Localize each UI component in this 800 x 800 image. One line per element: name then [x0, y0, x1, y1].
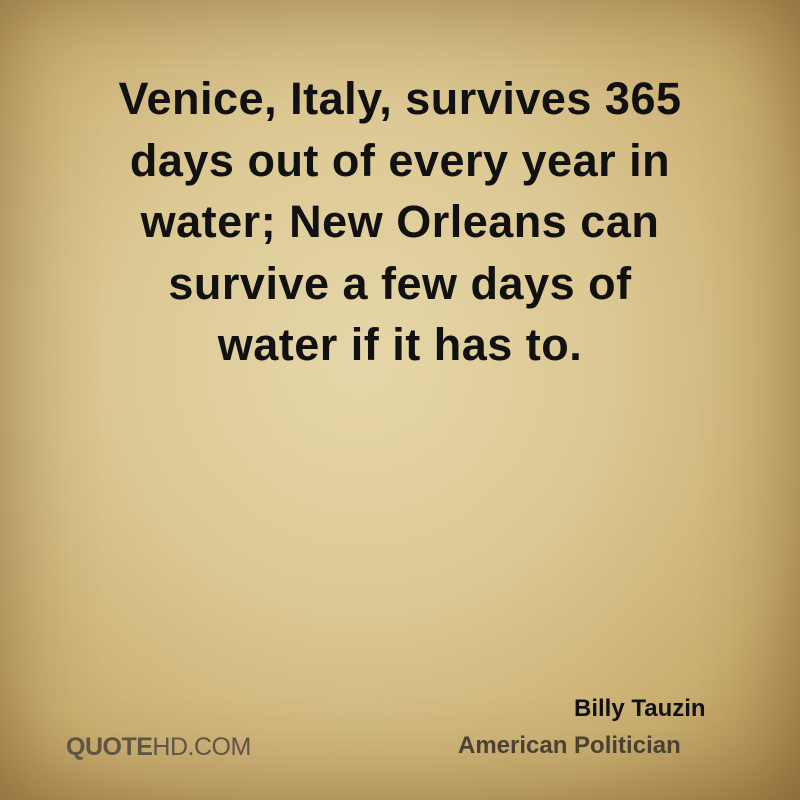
- author-title: American Politician: [458, 732, 681, 759]
- site-watermark: QUOTEHD.COM: [66, 733, 251, 762]
- author-name: Billy Tauzin: [574, 695, 706, 722]
- quote-line: water if it has to.: [217, 319, 583, 370]
- quote-text: Venice, Italy, survives 365 days out of …: [0, 68, 800, 376]
- watermark-rest: HD.COM: [152, 733, 251, 761]
- quote-line: days out of every year in: [129, 134, 671, 186]
- quote-line: survive a few days of: [168, 257, 632, 309]
- watermark-bold: QUOTE: [66, 733, 153, 761]
- quote-line: water; New Orleans can: [140, 196, 660, 247]
- quote-line: Venice, Italy, survives 365: [118, 73, 682, 124]
